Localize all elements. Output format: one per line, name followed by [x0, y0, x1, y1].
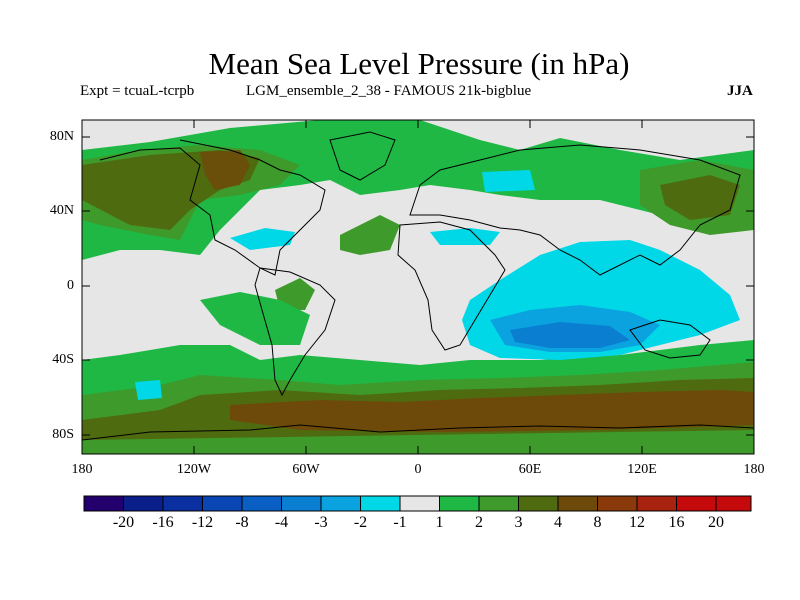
colorbar-cell-11: [478, 495, 519, 512]
coastline-greenland: [329, 131, 396, 181]
coastline-antarctica: [82, 424, 754, 441]
field-region-med: [430, 228, 500, 245]
ytick-label-40n: 40N: [49, 203, 74, 218]
field-region-caribbean: [230, 228, 295, 250]
ytick-label-0: 0: [67, 278, 74, 293]
colorbar-cell-17: [715, 495, 752, 512]
field-region-antarctic-brown: [230, 390, 754, 432]
colorbar-label-20: 20: [708, 514, 724, 531]
colorbar-cell-8: [360, 495, 401, 512]
ytick-label-80s: 80S: [52, 427, 74, 442]
colorbar: [83, 495, 752, 512]
season-label: JJA: [727, 83, 753, 99]
coastline-eurasia: [409, 144, 741, 276]
coastline-north-america: [99, 139, 326, 276]
colorbar-label-minus20: -20: [112, 514, 135, 531]
field-region-south-atlantic: [275, 278, 315, 310]
xtick-label-120w: 120W: [176, 462, 212, 477]
colorbar-label-3: 3: [514, 514, 523, 531]
colorbar-cell-14: [597, 495, 638, 512]
xtick-label-180w: 180: [71, 462, 93, 477]
ytick-label-40s: 40S: [52, 352, 74, 367]
map-field: [82, 120, 754, 454]
xtick-label-0: 0: [414, 462, 422, 477]
chart-title: Mean Sea Level Pressure (in hPa): [208, 46, 630, 81]
ytick-label-80n: 80N: [49, 129, 74, 144]
colorbar-label-16: 16: [668, 514, 685, 531]
colorbar-label-4: 4: [554, 514, 562, 531]
colorbar-cell-10: [439, 495, 480, 512]
colorbar-label-minus3: -3: [314, 514, 328, 531]
ensemble-label: LGM_ensemble_2_38 - FAMOUS 21k-bigblue: [246, 83, 532, 99]
field-region-north-brown: [200, 150, 250, 190]
xtick-label-180e: 180: [743, 462, 765, 477]
colorbar-cell-3: [162, 495, 203, 512]
field-region-asia-dark: [660, 175, 740, 220]
colorbar-label-minus8: -8: [235, 514, 249, 531]
colorbar-label-minus4: -4: [274, 514, 289, 531]
xtick-label-120e: 120E: [627, 462, 657, 477]
colorbar-cell-6: [281, 495, 322, 512]
experiment-label: Expt = tcuaL-tcrpb: [80, 83, 195, 99]
colorbar-label-minus2: -2: [353, 514, 368, 531]
colorbar-cell-13: [557, 495, 598, 512]
coastline-australia: [629, 319, 711, 359]
colorbar-label-minus1: -1: [393, 514, 407, 531]
colorbar-cell-2: [123, 495, 164, 512]
field-region-pacific-band: [200, 292, 310, 345]
field-region-atlantic: [340, 215, 400, 255]
xtick-label-60w: 60W: [292, 462, 320, 477]
field-region-indian-minus3: [510, 322, 630, 348]
colorbar-cell-5: [241, 495, 282, 512]
colorbar-label-8: 8: [593, 514, 602, 531]
colorbar-cell-15: [636, 495, 677, 512]
colorbar-label-12: 12: [629, 514, 645, 531]
colorbar-cell-7: [320, 495, 361, 512]
colorbar-cell-4: [202, 495, 243, 512]
axis-ticks: [81, 120, 755, 454]
field-region-north-blue: [482, 170, 535, 192]
colorbar-cell-16: [676, 495, 717, 512]
coastlines: [82, 131, 754, 441]
colorbar-cell-1: [83, 495, 124, 512]
coastline-south-america: [254, 267, 336, 397]
xtick-label-60e: 60E: [518, 462, 542, 477]
field-region-south-america-coast: [135, 380, 162, 400]
colorbar-cell-12: [518, 495, 559, 512]
colorbar-label-1: 1: [435, 514, 444, 531]
colorbar-label-minus12: -12: [191, 514, 214, 531]
colorbar-cell-9: [399, 495, 440, 512]
coastline-africa: [397, 221, 506, 351]
colorbar-label-minus16: -16: [152, 514, 174, 531]
colorbar-label-2: 2: [475, 514, 483, 531]
